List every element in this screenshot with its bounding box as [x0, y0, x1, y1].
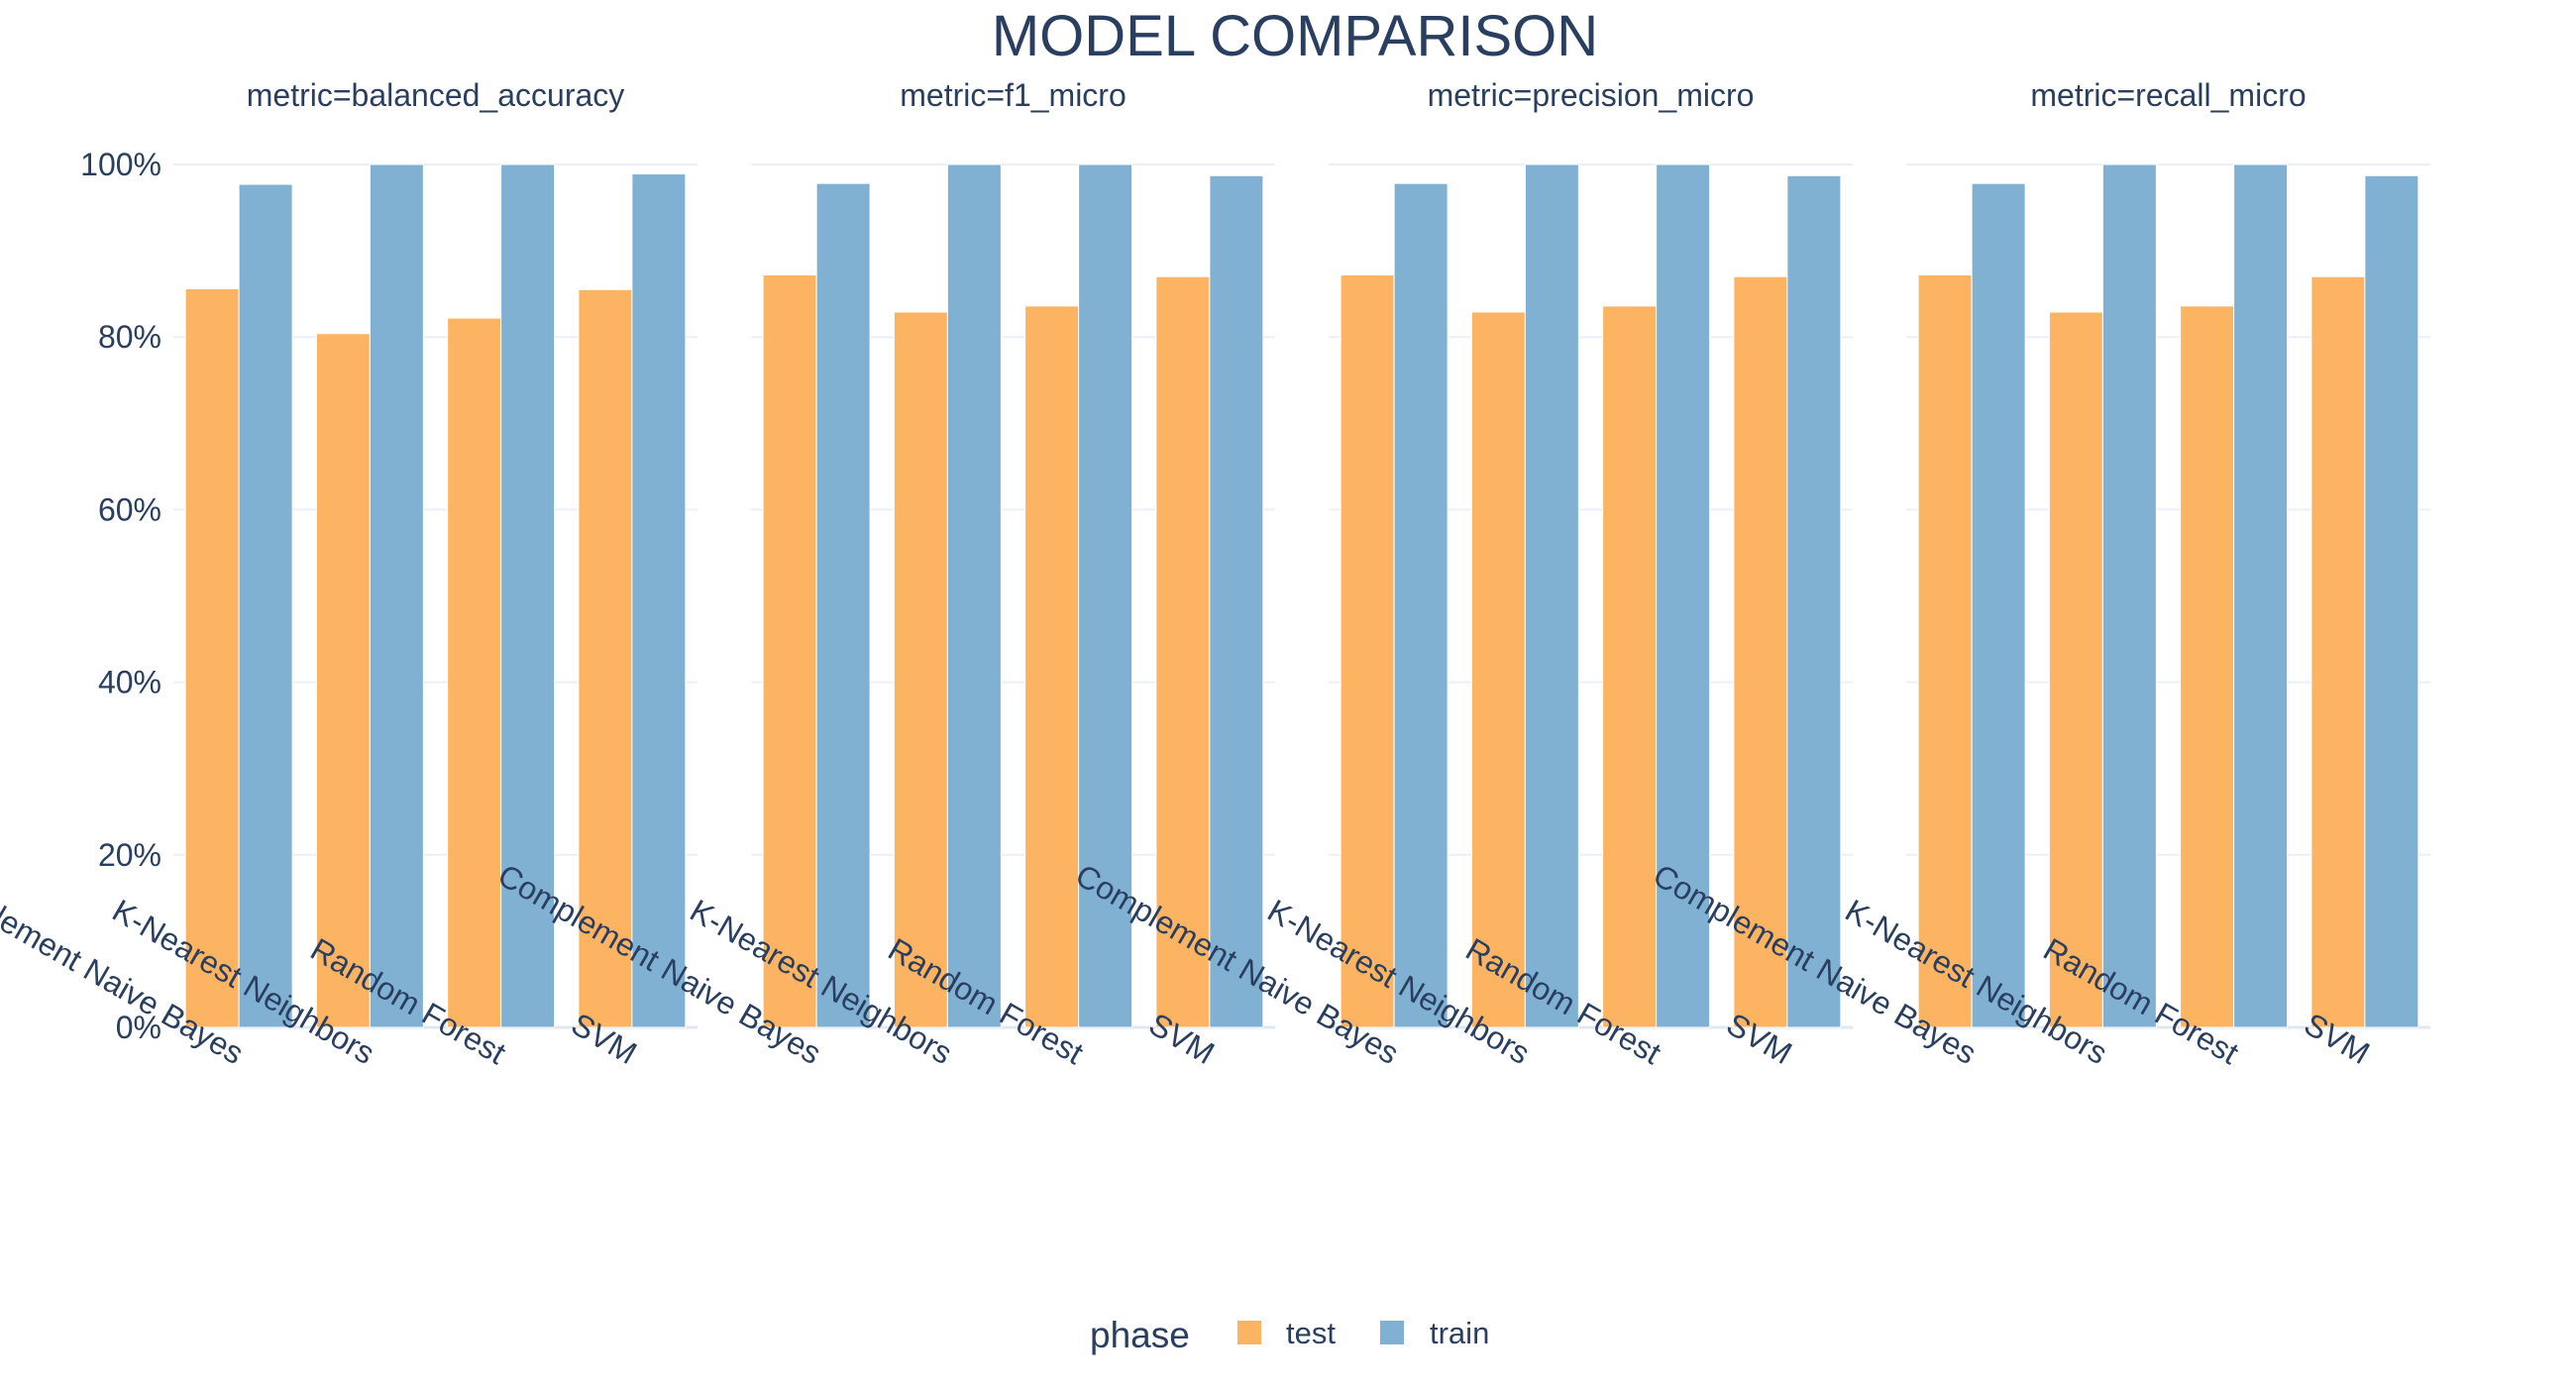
- y-tick-label-0: 0%: [116, 1010, 161, 1045]
- y-tick-label-3: 60%: [98, 491, 161, 527]
- bar-test-f2-c3: [1733, 275, 1788, 1028]
- bar-test-f3-c2: [2180, 305, 2235, 1028]
- facet-title-2: metric=precision_micro: [1428, 77, 1755, 113]
- y-tick-label-5: 100%: [80, 147, 161, 182]
- legend-title: phase: [1090, 1315, 1190, 1355]
- legend-swatch-test[interactable]: [1237, 1321, 1261, 1344]
- facet-title-1: metric=f1_micro: [900, 77, 1127, 113]
- bar-train-f0-c3: [631, 173, 687, 1028]
- bar-train-f0-c1: [369, 163, 424, 1028]
- bar-test-f2-c0: [1340, 273, 1395, 1028]
- bar-test-f1-c1: [893, 311, 948, 1028]
- bar-train-f1-c0: [815, 182, 871, 1028]
- bar-train-f0-c0: [238, 183, 293, 1028]
- bar-train-f1-c3: [1209, 174, 1264, 1028]
- bar-test-f0-c2: [447, 317, 502, 1028]
- facet-title-3: metric=recall_micro: [2030, 77, 2306, 113]
- legend: phase test train: [1090, 1315, 1489, 1355]
- bar-train-f2-c1: [1524, 163, 1579, 1028]
- bar-train-f1-c1: [946, 163, 1002, 1028]
- bar-train-f2-c2: [1656, 163, 1711, 1028]
- bar-train-f3-c3: [2364, 174, 2419, 1028]
- legend-label-train[interactable]: train: [1430, 1316, 1489, 1350]
- bar-train-f3-c2: [2233, 163, 2289, 1028]
- bar-train-f3-c1: [2101, 163, 2157, 1028]
- bar-test-f3-c1: [2048, 311, 2103, 1028]
- bar-test-f1-c0: [762, 273, 817, 1028]
- legend-label-test[interactable]: test: [1286, 1316, 1336, 1350]
- bars-layer: [184, 163, 2419, 1028]
- bar-test-f0-c1: [315, 333, 371, 1028]
- bar-test-f1-c2: [1024, 305, 1080, 1028]
- bar-test-f1-c3: [1155, 275, 1211, 1028]
- axes-layer: 0% 20% 40% 60% 80% 100%: [80, 147, 161, 1045]
- bar-train-f2-c3: [1786, 174, 1842, 1028]
- legend-swatch-train[interactable]: [1380, 1321, 1404, 1344]
- chart-title: MODEL COMPARISON: [992, 4, 1598, 68]
- bar-test-f2-c1: [1470, 311, 1526, 1028]
- y-tick-label-4: 80%: [98, 319, 161, 355]
- bar-test-f0-c3: [578, 288, 633, 1028]
- y-tick-label-2: 40%: [98, 665, 161, 700]
- bar-train-f1-c2: [1078, 163, 1133, 1028]
- y-tick-label-1: 20%: [98, 837, 161, 873]
- bar-train-f2-c0: [1393, 182, 1449, 1028]
- bar-test-f3-c0: [1917, 273, 1973, 1028]
- bar-test-f2-c2: [1602, 305, 1658, 1028]
- bar-train-f3-c0: [1971, 182, 2026, 1028]
- bar-test-f3-c3: [2310, 275, 2366, 1028]
- bar-test-f0-c0: [184, 287, 240, 1028]
- bar-train-f0-c2: [500, 163, 556, 1028]
- facet-title-0: metric=balanced_accuracy: [247, 77, 625, 113]
